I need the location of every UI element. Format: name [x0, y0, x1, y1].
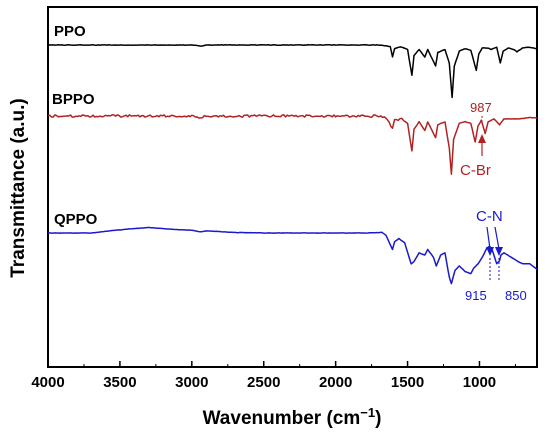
y-axis-title: Transmittance (a.u.): [8, 98, 29, 278]
plot-frame: [47, 6, 538, 368]
annotation-cbr: C-Br: [460, 162, 491, 179]
series-line-qppo: [48, 226, 538, 285]
annotation-987: 987: [470, 100, 492, 115]
series-label-qppo: QPPO: [54, 211, 98, 228]
series-line-ppo: [47, 44, 538, 99]
series-label-ppo: PPO: [54, 23, 86, 40]
x-axis-title-sup: −1: [360, 405, 375, 420]
annotation-915: 915: [465, 288, 487, 303]
series-lines: [47, 44, 538, 285]
x-tick-label-2500: 2500: [247, 374, 280, 391]
x-tick-label-3500: 3500: [103, 374, 136, 391]
series-line-bppo: [47, 114, 538, 175]
annotation-850: 850: [505, 288, 527, 303]
annotation-cn: C-N: [476, 208, 503, 225]
x-ticks: [47, 361, 516, 367]
x-tick-label-1500: 1500: [391, 374, 424, 391]
annotation-cn-arrowhead-right: [495, 247, 503, 256]
x-tick-label-3000: 3000: [175, 374, 208, 391]
annotation-cn-arrow-left: [486, 226, 491, 250]
series-label-bppo: BPPO: [52, 91, 95, 108]
x-tick-label-1000: 1000: [463, 374, 496, 391]
x-tick-label-2000: 2000: [319, 374, 352, 391]
annotation-cbr-arrowhead: [478, 134, 486, 143]
annotation-cn-arrow-right: [494, 226, 500, 250]
x-axis-title-main: Wavenumber (cm: [203, 408, 361, 429]
x-axis-title: Wavenumber (cm−1): [203, 405, 382, 429]
x-tick-label-4000: 4000: [31, 374, 64, 391]
annotation-cn-arrowhead-left: [486, 247, 494, 256]
x-tick-labels: 4000 3500 3000 2500 2000 1500 1000: [31, 374, 496, 391]
x-axis-title-close: ): [375, 408, 381, 429]
